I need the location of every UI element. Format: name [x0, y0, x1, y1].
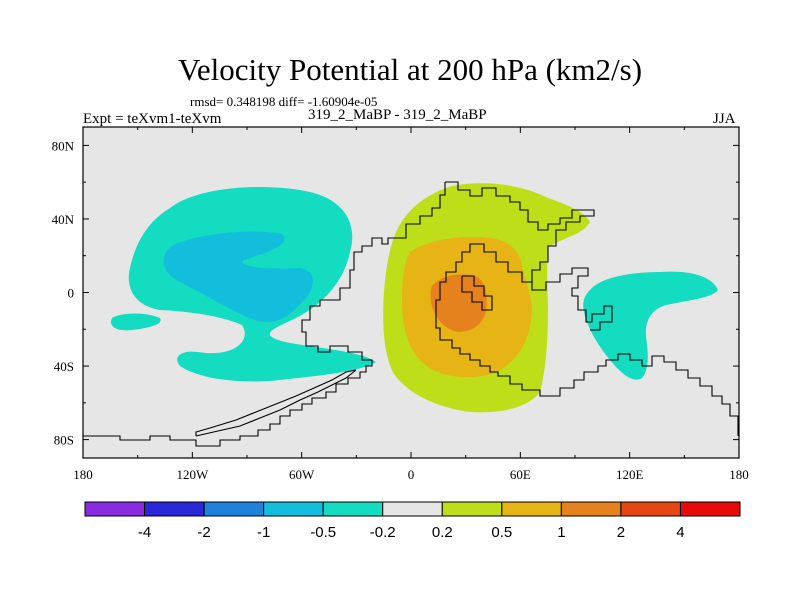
colorbar-swatch	[620, 501, 681, 517]
colorbar-swatch	[84, 501, 146, 517]
y-tick-label: 80S	[54, 433, 74, 448]
coastline-americas	[83, 182, 446, 447]
y-tick-label: 80N	[52, 138, 75, 153]
coastline-arabia	[461, 275, 493, 311]
colorbar: -4 -2 -1 -0.5 -0.2 0.2 0.5 1 2 4	[84, 501, 741, 541]
colorbar-label: 4	[676, 524, 684, 541]
chart-title: Velocity Potential at 200 hPa (km2/s)	[177, 52, 643, 87]
stats-label: rmsd= 0.348198 diff= -1.60904e-05	[190, 94, 378, 109]
coastline-antarctica-ridge	[195, 369, 357, 437]
x-axis: 180 120W 60W 0 60E 120E 180	[73, 127, 749, 482]
negative-region-maritime-continent	[583, 271, 718, 380]
colorbar-label: -1	[257, 524, 270, 541]
negative-region-south-pacific-island	[110, 313, 161, 331]
x-tick-label: 120E	[616, 467, 644, 482]
case-label: 319_2_MaBP - 319_2_MaBP	[308, 107, 487, 123]
season-label: JJA	[713, 111, 736, 127]
colorbar-swatch	[679, 501, 741, 517]
y-tick-label: 40N	[52, 212, 75, 227]
colorbar-label: -0.2	[370, 524, 396, 541]
y-tick-label: 40S	[54, 359, 74, 374]
continent-outlines	[83, 181, 739, 447]
colorbar-label: -4	[138, 524, 151, 541]
x-tick-label: 180	[729, 467, 749, 482]
colorbar-label: -0.5	[310, 524, 336, 541]
colorbar-swatch	[203, 501, 265, 517]
colorbar-swatch	[501, 501, 562, 517]
colorbar-label: 2	[617, 524, 625, 541]
negative-region-pacific-core	[163, 231, 313, 322]
x-tick-label: 120W	[176, 467, 209, 482]
x-tick-label: 0	[408, 467, 415, 482]
colorbar-label: -2	[197, 524, 210, 541]
colorbar-label: 0.5	[491, 524, 512, 541]
positive-region-africa-core	[430, 274, 487, 332]
colorbar-swatch	[560, 501, 622, 517]
x-tick-label: 180	[73, 467, 93, 482]
x-tick-label: 60W	[289, 467, 315, 482]
y-tick-label: 0	[68, 286, 75, 301]
y-axis: 80N 40N 0 40S 80S	[52, 138, 739, 448]
experiment-label: Expt = teXvm1-teXvm	[83, 111, 222, 127]
colorbar-label: 0.2	[432, 524, 453, 541]
colorbar-swatch	[382, 501, 443, 517]
colorbar-swatch	[263, 501, 324, 517]
colorbar-swatch	[144, 501, 205, 517]
x-tick-label: 60E	[510, 467, 531, 482]
colorbar-label: 1	[557, 524, 565, 541]
coastline-south-asia	[522, 267, 613, 331]
colorbar-swatch	[441, 501, 503, 517]
colorbar-swatch	[322, 501, 384, 517]
coastline-africa-eurasia	[435, 181, 739, 436]
